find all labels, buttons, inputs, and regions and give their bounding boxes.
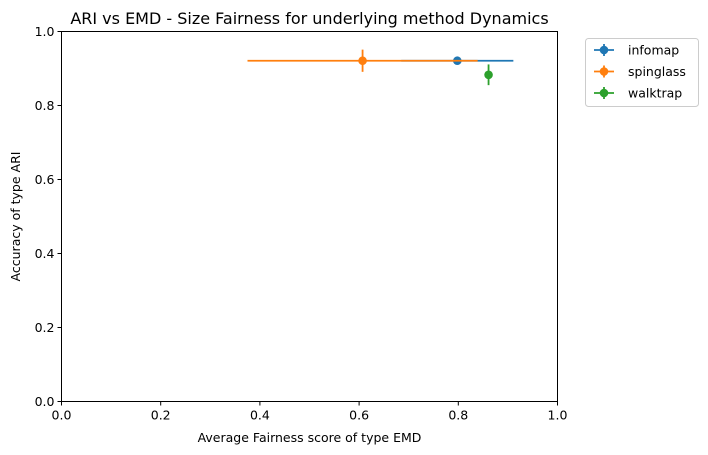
- x-tick-label: 0.0: [52, 408, 72, 423]
- series-walktrap: [484, 64, 493, 86]
- plot-frame: [61, 31, 558, 402]
- x-tick-label: 1.0: [548, 408, 568, 423]
- x-tick-label: 0.6: [349, 408, 369, 423]
- legend-label: infomap: [628, 43, 679, 58]
- y-axis-ticks: 0.0 0.2 0.4 0.6 0.8 1.0: [35, 24, 62, 409]
- x-axis-ticks: 0.0 0.2 0.4 0.6 0.8 1.0: [52, 401, 568, 423]
- y-tick-label: 0.2: [35, 320, 55, 335]
- y-tick-label: 0.4: [35, 246, 55, 261]
- x-tick-label: 0.8: [448, 408, 468, 423]
- y-tick-label: 0.6: [35, 172, 55, 187]
- data-point: [358, 56, 367, 66]
- y-axis-label: Accuracy of type ARI: [8, 152, 23, 282]
- legend-marker: [599, 45, 609, 55]
- data-point: [484, 70, 493, 80]
- legend-label: spinglass: [628, 64, 686, 79]
- y-tick-label: 1.0: [35, 24, 55, 39]
- legend-marker: [599, 88, 609, 98]
- legend-label: walktrap: [628, 86, 682, 101]
- legend-frame: [585, 38, 699, 107]
- chart-title: ARI vs EMD - Size Fairness for underlyin…: [70, 9, 548, 28]
- y-tick-label: 0.0: [35, 394, 55, 409]
- x-tick-label: 0.4: [250, 408, 270, 423]
- y-tick-label: 0.8: [35, 98, 55, 113]
- series-spinglass: [247, 49, 478, 72]
- plot-marks: [247, 49, 514, 86]
- legend: infomap spinglass walktrap: [585, 38, 699, 107]
- x-axis-label: Average Fairness score of type EMD: [198, 430, 422, 445]
- legend-marker: [599, 67, 609, 76]
- x-tick-label: 0.2: [151, 408, 171, 423]
